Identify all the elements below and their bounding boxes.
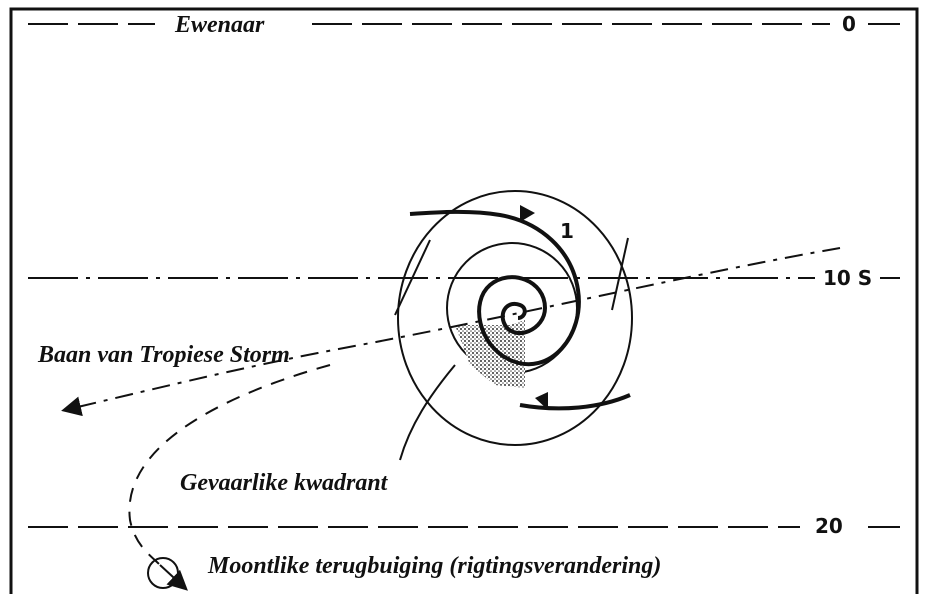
lat-label: 20 [815, 514, 843, 538]
pointer [400, 365, 455, 460]
wind-arrow [520, 395, 630, 408]
recurve-circle [148, 558, 178, 588]
position-label: 1 [560, 219, 574, 243]
recurve-path [129, 365, 330, 565]
track-label: Baan van Tropiese Storm [37, 342, 290, 368]
diagram: Ewenaar 0 1 10 S 20 Baan van Tropiese St… [0, 0, 925, 594]
equator-label: Ewenaar [174, 12, 265, 38]
lat-label: 0 [842, 12, 856, 36]
frame [11, 9, 917, 594]
recurve-label: Moontlike terugbuiging (rigtingsverander… [207, 553, 661, 579]
lat-label: 10 S [823, 266, 872, 290]
quadrant-label: Gevaarlike kwadrant [180, 470, 389, 496]
arrow-head [520, 205, 535, 222]
storm-track [65, 248, 840, 410]
